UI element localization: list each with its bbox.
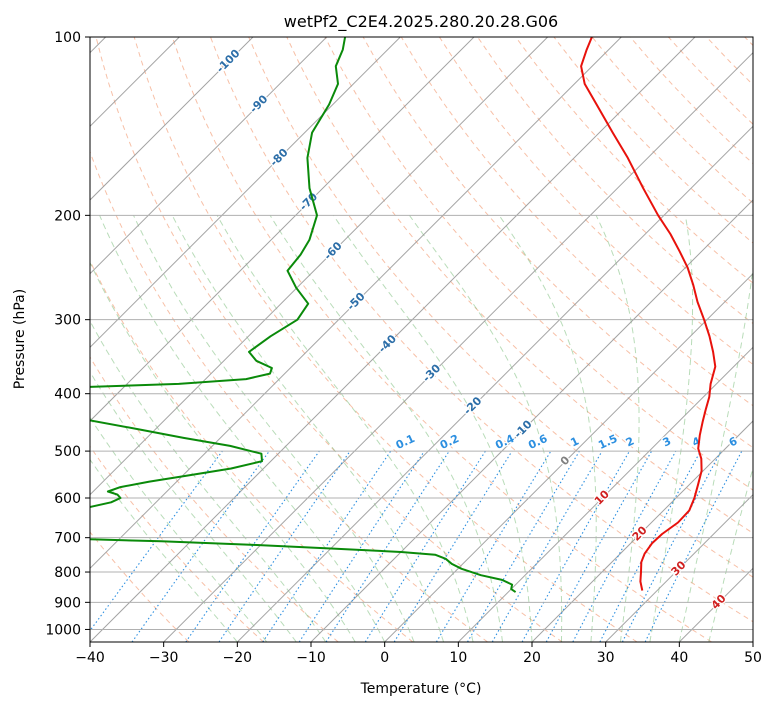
moist-adiabat	[99, 215, 386, 642]
isotherm-line	[605, 493, 753, 642]
dry-adiabat	[248, 37, 753, 578]
moist-adiabat	[90, 416, 268, 642]
isotherm-line	[90, 37, 401, 349]
dry-adiabat	[133, 37, 638, 642]
y-tick-label: 1000	[45, 622, 81, 638]
y-tick-label: 800	[54, 565, 81, 581]
moist-adiabat	[216, 215, 474, 642]
isotherm-line	[236, 125, 753, 642]
axes: −40 −30 −20 −10 0 10 20 30 40 50 100 200 300 400 500 60…	[45, 30, 762, 666]
moist-adiabat	[595, 215, 640, 642]
isotherm-line	[90, 37, 254, 201]
moist-adiabat	[408, 215, 563, 642]
dry-adiabat	[95, 37, 563, 642]
mixing-ratio-line	[185, 450, 320, 642]
moist-adiabat	[90, 458, 238, 642]
isotherm-line	[90, 37, 475, 422]
isotherm-line	[457, 346, 753, 642]
x-tick-label: −10	[296, 650, 326, 666]
y-tick-label: 200	[54, 208, 81, 224]
isotherm-line	[310, 199, 753, 642]
y-tick-label: 900	[54, 595, 81, 611]
y-axis-label: Pressure (hPa)	[12, 289, 28, 389]
x-tick-label: −20	[223, 650, 253, 666]
mixing-ratio-line	[298, 450, 425, 642]
x-axis-label: Temperature (°C)	[360, 681, 482, 697]
isotherm-line	[531, 420, 753, 642]
mixing-ratio-line	[545, 450, 653, 642]
isotherm-line	[384, 272, 753, 642]
background-lines	[90, 37, 753, 642]
x-tick-label: −40	[75, 650, 105, 666]
mixing-ratio-line	[521, 450, 630, 642]
dry-adiabat	[90, 150, 488, 642]
x-tick-label: 50	[744, 650, 762, 666]
isotherm-line	[90, 37, 622, 570]
moist-adiabat	[269, 215, 503, 642]
dry-adiabat	[438, 37, 753, 366]
moist-adiabat	[332, 215, 533, 642]
moist-adiabat	[649, 215, 694, 642]
y-tick-label: 100	[54, 30, 81, 46]
chart-title: wetPf2_C2E4.2025.280.20.28.G06	[284, 12, 558, 32]
dry-adiabat	[90, 356, 339, 642]
y-tick-label: 400	[54, 387, 81, 403]
dry-adiabat	[90, 531, 190, 642]
mixing-ratio-line	[90, 450, 223, 632]
dry-adiabat	[171, 37, 712, 642]
x-tick-label: 30	[597, 650, 615, 666]
dry-adiabat	[210, 37, 753, 623]
x-tick-label: −30	[149, 650, 179, 666]
y-tick-label: 700	[54, 531, 81, 547]
moist-adiabat	[90, 370, 297, 642]
mixing-ratio-line	[262, 450, 392, 642]
temperature-line	[580, 37, 717, 591]
dry-adiabat	[400, 37, 753, 407]
isotherm-line	[90, 37, 328, 275]
dewpoint-line	[90, 37, 517, 593]
x-tick-label: 10	[449, 650, 467, 666]
mixing-ratio-line	[393, 450, 513, 642]
isotherm-line	[90, 37, 549, 496]
moist-adiabat	[133, 215, 415, 642]
y-tick-label: 500	[54, 444, 81, 460]
isotherm-line	[163, 51, 753, 642]
isotherm-line	[90, 37, 696, 642]
data-lines	[90, 37, 717, 593]
dry-adiabat	[515, 37, 753, 284]
moist-adiabat	[90, 320, 327, 642]
mixing-ratio-line	[218, 450, 351, 642]
moist-adiabat	[678, 264, 753, 642]
moist-adiabat	[171, 215, 445, 642]
y-tick-label: 300	[54, 313, 81, 329]
mixing-ratio-line	[131, 450, 270, 642]
mixing-ratio-line	[572, 450, 677, 642]
x-tick-label: 40	[670, 650, 688, 666]
x-tick-label: 0	[380, 650, 389, 666]
x-tick-label: 20	[523, 650, 541, 666]
mixing-ratio-line	[644, 450, 743, 642]
plot-frame	[89, 36, 754, 643]
y-tick-label: 600	[54, 491, 81, 507]
moist-adiabat	[90, 261, 356, 642]
mixing-ratio-line	[325, 450, 450, 642]
